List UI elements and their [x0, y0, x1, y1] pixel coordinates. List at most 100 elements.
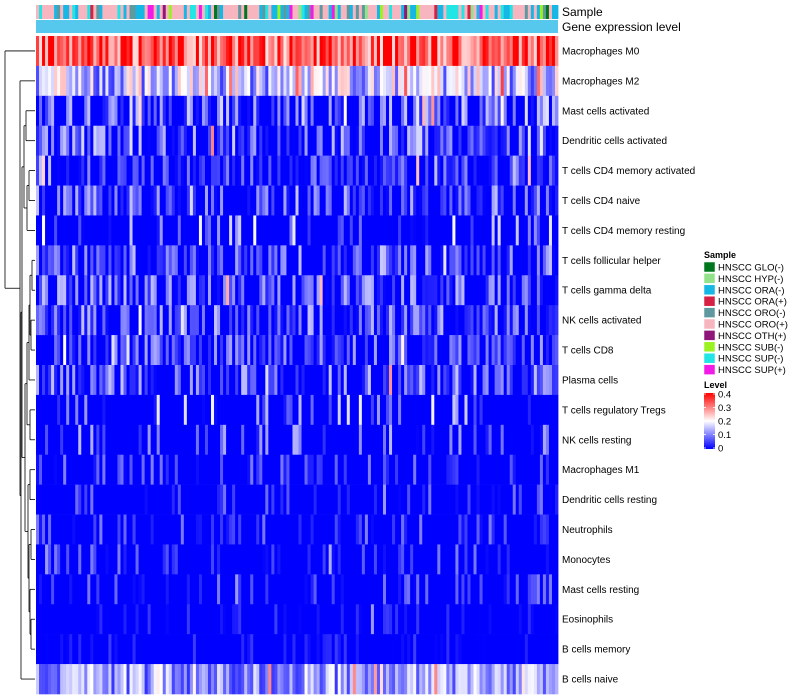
heatmap-cell: [316, 634, 321, 665]
sample-annotation-cell: [364, 5, 369, 19]
heatmap-cell: [289, 484, 293, 515]
heatmap-cell: [325, 634, 330, 665]
heatmap-cell: [75, 65, 79, 97]
heatmap-cell: [416, 155, 420, 186]
heatmap-cell: [361, 424, 366, 456]
heatmap-cell: [458, 664, 462, 695]
heatmap-cell: [512, 424, 517, 456]
heatmap-cell: [536, 634, 541, 665]
heatmap-cell: [69, 544, 73, 575]
heatmap-cell: [220, 664, 224, 695]
level-tick-label: 0.2: [718, 417, 731, 428]
heatmap-cell: [455, 514, 459, 545]
heatmap-cell: [253, 185, 257, 216]
heatmap-cell: [84, 36, 88, 67]
heatmap-cell: [407, 155, 411, 186]
heatmap-cell: [135, 394, 139, 426]
heatmap-cell: [162, 36, 167, 67]
heatmap-cell: [69, 574, 73, 605]
heatmap-cell: [93, 484, 97, 515]
heatmap-cell: [93, 634, 97, 665]
heatmap-cell: [491, 215, 496, 246]
heatmap-cell: [214, 574, 218, 605]
heatmap-cell: [186, 335, 191, 366]
heatmap-cell: [322, 215, 327, 246]
heatmap-cell: [533, 245, 538, 276]
heatmap-cell: [75, 664, 79, 695]
heatmap-cell: [337, 245, 342, 276]
heatmap-cell: [479, 574, 483, 605]
heatmap-cell: [554, 185, 559, 216]
heatmap-cell: [186, 365, 191, 396]
heatmap-cell: [479, 245, 483, 276]
heatmap-cell: [207, 185, 212, 216]
heatmap-cell: [440, 394, 444, 426]
heatmap-cell: [503, 275, 508, 306]
heatmap-cell: [183, 245, 188, 276]
heatmap-cell: [72, 215, 76, 246]
heatmap-cell: [144, 125, 149, 156]
heatmap-cell: [262, 125, 266, 156]
heatmap-cell: [416, 544, 420, 575]
heatmap-cell: [120, 514, 124, 545]
heatmap-cell: [283, 365, 287, 396]
heatmap-cell: [265, 664, 269, 695]
heatmap-cell: [518, 275, 523, 306]
heatmap-cell: [180, 245, 185, 276]
sample-annotation-cell: [392, 5, 396, 19]
heatmap-cell: [392, 514, 396, 545]
heatmap-cell: [428, 95, 432, 127]
heatmap-cell: [226, 335, 230, 366]
heatmap-cell: [238, 65, 242, 97]
heatmap-cell: [36, 245, 40, 276]
heatmap-cell: [355, 544, 360, 575]
heatmap-cell: [370, 484, 375, 515]
heatmap-cell: [183, 574, 188, 605]
heatmap-cell: [364, 365, 369, 396]
heatmap-cell: [494, 604, 499, 635]
heatmap-cell: [159, 36, 164, 67]
heatmap-cell: [144, 365, 149, 396]
heatmap-cell: [440, 424, 444, 456]
heatmap-cell: [144, 245, 149, 276]
sample-annotation-cell: [289, 5, 293, 19]
heatmap-cell: [72, 454, 76, 485]
heatmap-cell: [162, 454, 167, 485]
heatmap-cell: [153, 65, 158, 97]
heatmap-cell: [244, 634, 248, 665]
heatmap-cell: [259, 484, 263, 515]
heatmap-cell: [75, 574, 79, 605]
heatmap-cell: [310, 245, 314, 276]
heatmap-cell: [93, 36, 97, 67]
heatmap-cell: [84, 95, 88, 127]
heatmap-cell: [539, 484, 544, 515]
heatmap-cell: [204, 95, 209, 127]
row-label: NK cells resting: [562, 435, 631, 446]
heatmap-cell: [389, 185, 393, 216]
heatmap-cell: [168, 305, 173, 336]
heatmap-cell: [84, 185, 88, 216]
heatmap-cell: [72, 394, 76, 426]
heatmap-cell: [364, 604, 369, 635]
heatmap-cell: [247, 275, 251, 306]
heatmap-cell: [123, 365, 127, 396]
heatmap-cell: [452, 215, 456, 246]
heatmap-cell: [168, 424, 173, 456]
heatmap-cell: [539, 125, 544, 156]
heatmap-cell: [376, 604, 381, 635]
heatmap-cell: [168, 335, 173, 366]
heatmap-cell: [204, 514, 209, 545]
heatmap-cell: [467, 544, 471, 575]
row-label: Dendritic cells activated: [562, 136, 667, 147]
heatmap-cell: [244, 305, 248, 336]
heatmap-cell: [491, 125, 496, 156]
heatmap-cell: [108, 185, 112, 216]
heatmap-cell: [310, 365, 314, 396]
heatmap-cell: [207, 634, 212, 665]
heatmap-cell: [467, 394, 471, 426]
heatmap-cell: [159, 65, 164, 97]
heatmap-cell: [419, 365, 423, 396]
heatmap-cell: [72, 36, 76, 67]
heatmap-cell: [352, 155, 357, 186]
heatmap-cell: [337, 335, 342, 366]
